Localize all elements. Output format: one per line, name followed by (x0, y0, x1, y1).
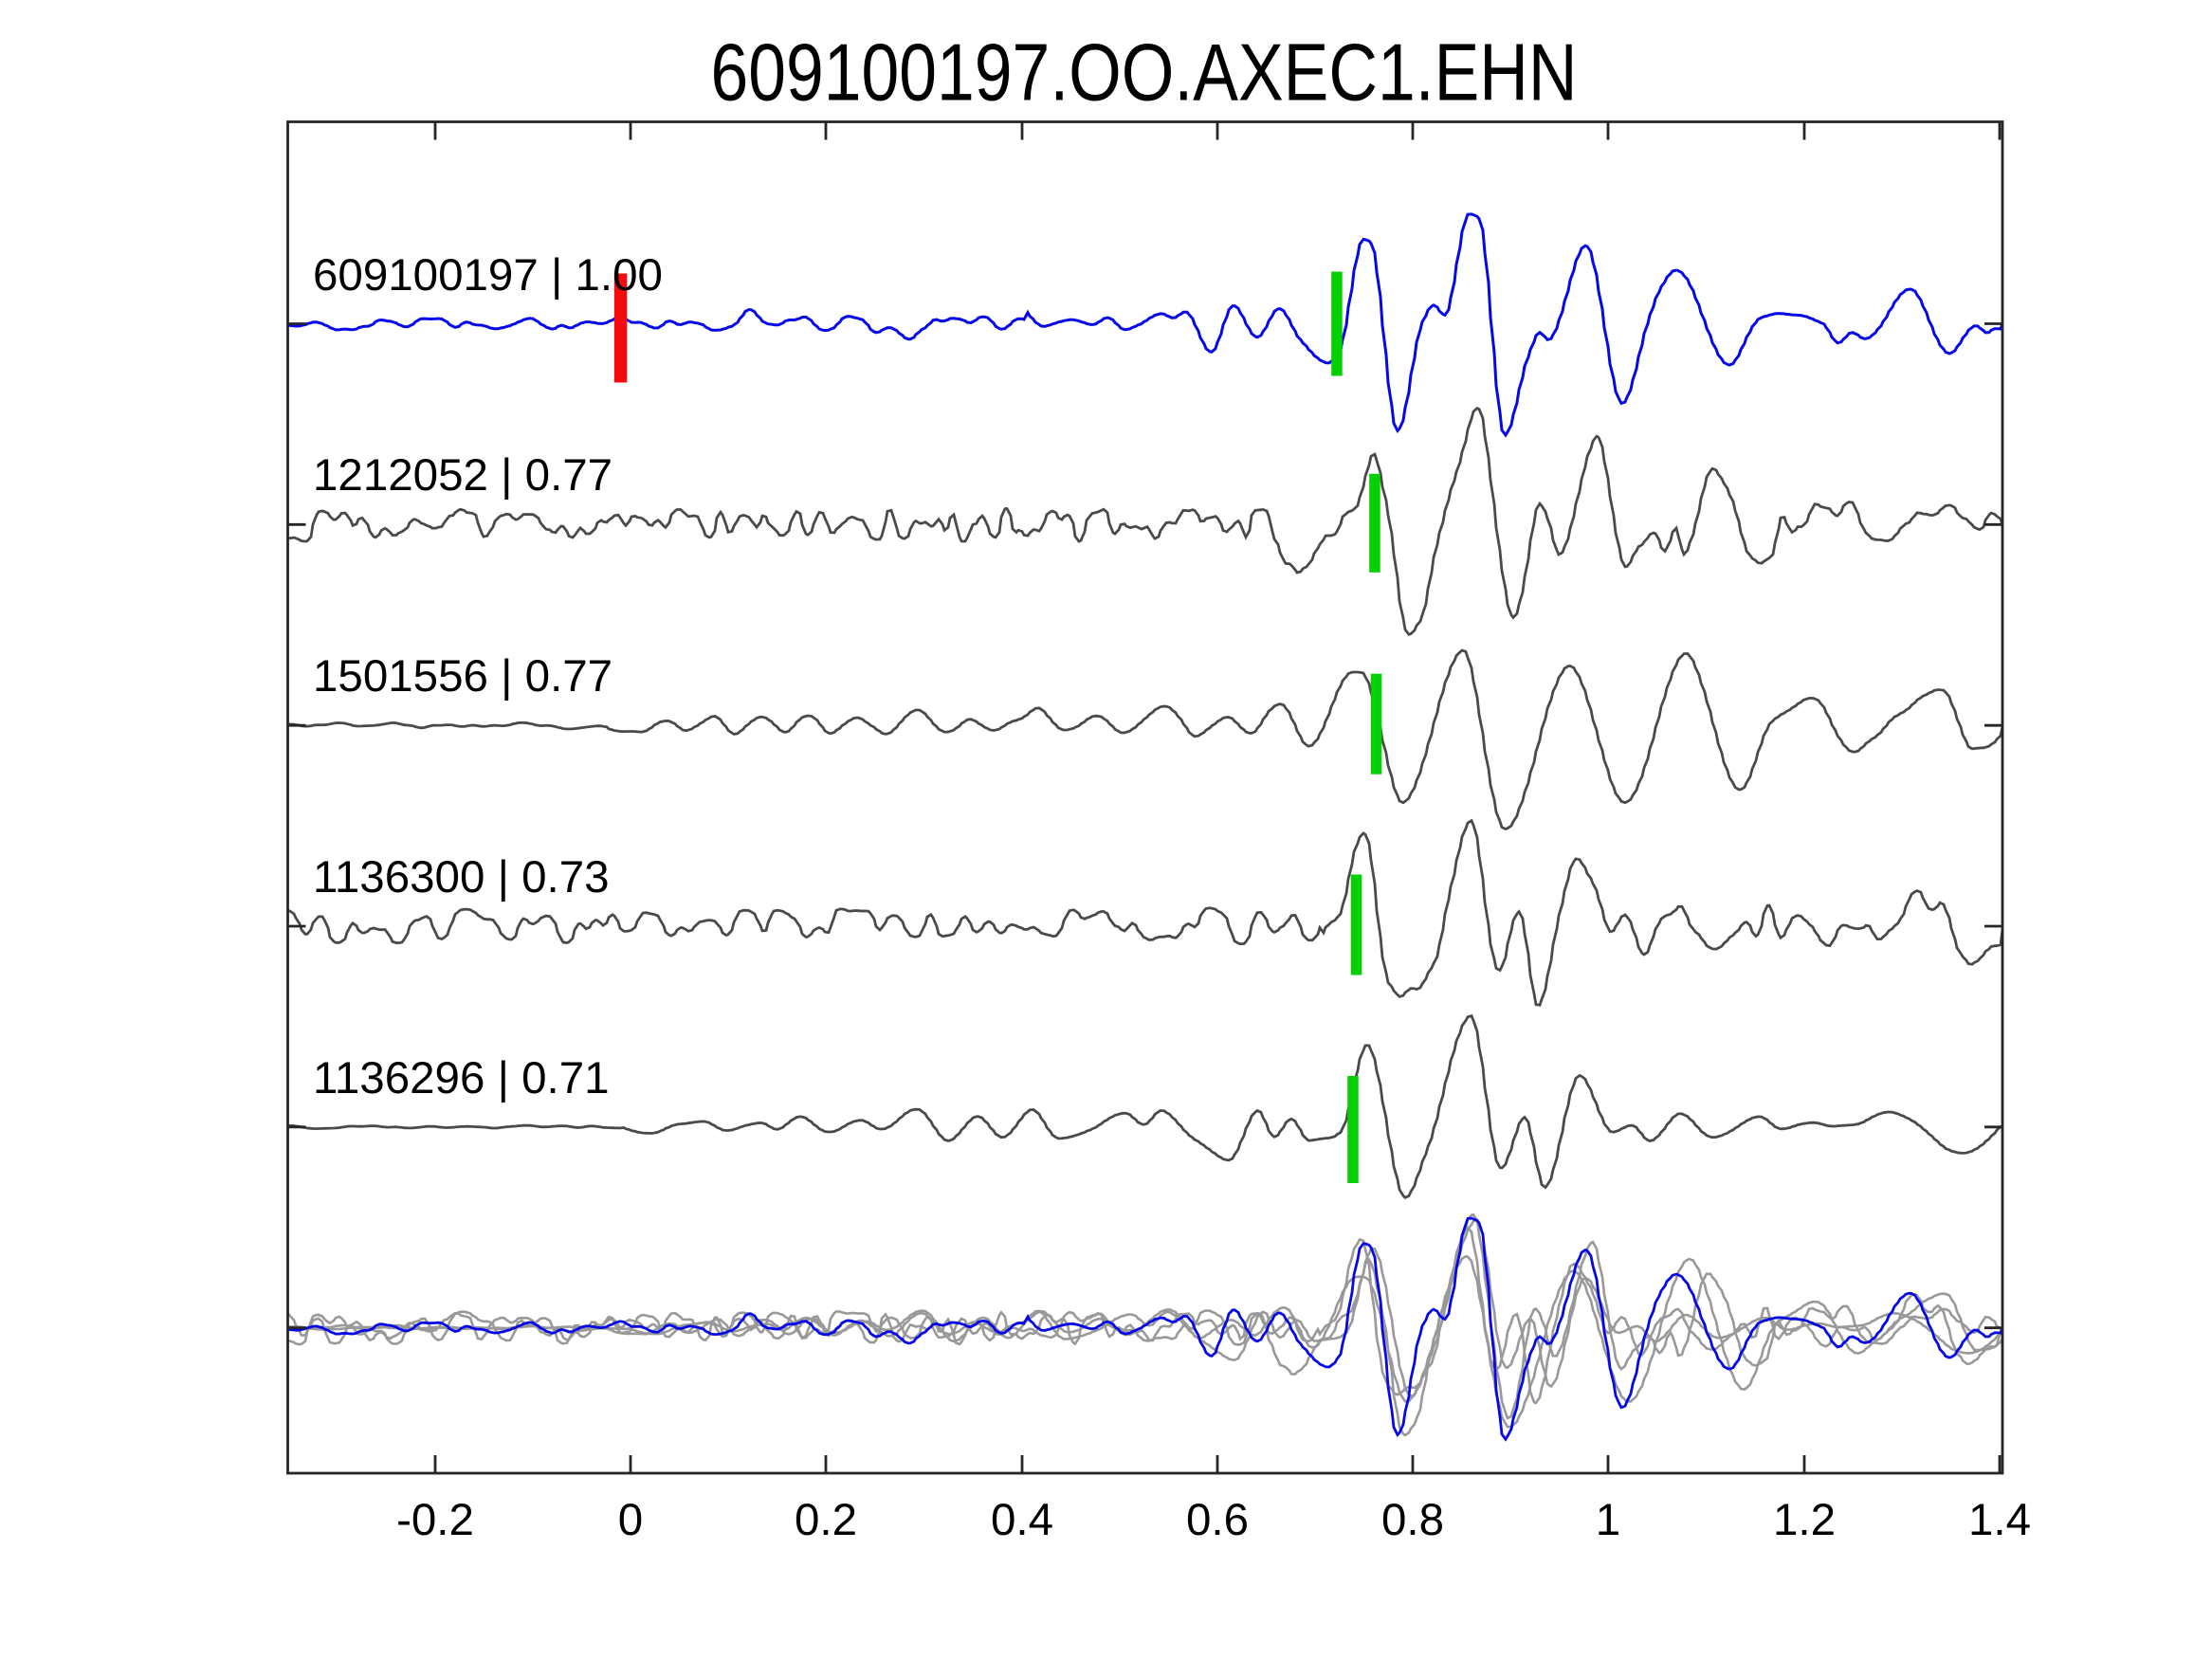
svg-text:1501556 | 0.77: 1501556 | 0.77 (313, 651, 612, 702)
svg-text:1136296 | 0.71: 1136296 | 0.71 (313, 1053, 610, 1103)
svg-text:1212052 | 0.77: 1212052 | 0.77 (313, 450, 612, 501)
svg-text:0: 0 (618, 1495, 643, 1545)
svg-text:609100197 | 1.00: 609100197 | 1.00 (313, 250, 663, 301)
svg-text:1136300 | 0.73: 1136300 | 0.73 (313, 852, 610, 902)
svg-text:1: 1 (1596, 1495, 1620, 1545)
svg-text:609100197.OO.AXEC1.EHN: 609100197.OO.AXEC1.EHN (710, 27, 1577, 118)
svg-text:0.8: 0.8 (1381, 1495, 1444, 1545)
svg-text:0.2: 0.2 (795, 1495, 857, 1545)
svg-text:0.4: 0.4 (991, 1495, 1053, 1545)
svg-text:1.2: 1.2 (1773, 1495, 1836, 1545)
svg-text:1.4: 1.4 (1968, 1495, 2031, 1545)
svg-text:-0.2: -0.2 (396, 1495, 474, 1545)
svg-text:0.6: 0.6 (1186, 1495, 1249, 1545)
